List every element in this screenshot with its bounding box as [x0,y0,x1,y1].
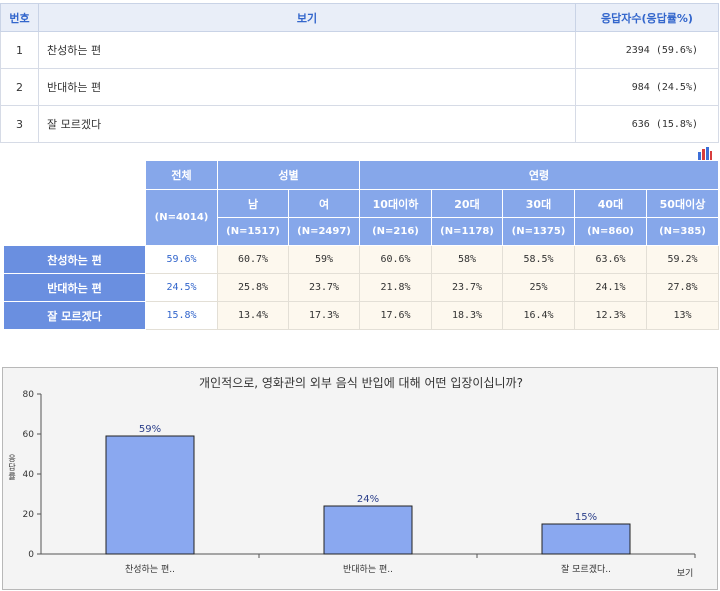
col-label: 남 [217,189,289,218]
cell: 27.8% [646,273,719,302]
row-count: 2394 (59.6%) [575,31,719,69]
row-total: 15.8% [145,301,218,330]
bar-value-label: 24% [357,494,379,505]
row-label: 잘 모르겠다 [3,301,146,330]
col-n: (N=1517) [217,217,289,246]
age-header: 연령 [359,160,719,190]
y-tick-label: 60 [23,430,35,440]
header-count: 응답자수(응답률%) [575,3,719,32]
cell: 59% [288,245,360,274]
cell: 23.7% [288,273,360,302]
cell: 58% [431,245,503,274]
row-total: 59.6% [145,245,218,274]
row-total: 24.5% [145,273,218,302]
y-tick-label: 20 [23,510,35,520]
row-count: 984 (24.5%) [575,68,719,106]
breakdown-table: 전체 성별 연령 (N=4014) 남 여 10대이하 20대 30대 40대 … [3,160,719,330]
cell: 25% [502,273,575,302]
table-row: 3 잘 모르겠다 636 (15.8%) [0,105,719,143]
col-n: (N=1375) [502,217,575,246]
cell: 16.4% [502,301,575,330]
total-header: 전체 [145,160,218,190]
row-number: 1 [0,31,39,69]
cell: 17.6% [359,301,432,330]
col-n: (N=385) [646,217,719,246]
bar [105,435,195,555]
col-n: (N=860) [574,217,647,246]
bar [541,523,631,555]
table-row: 2 반대하는 편 984 (24.5%) [0,68,719,106]
col-label: 40대 [574,189,647,218]
bar [323,505,413,555]
cell: 58.5% [502,245,575,274]
cell: 24.1% [574,273,647,302]
cell: 25.8% [217,273,289,302]
row-option: 찬성하는 편 [38,31,576,69]
x-axis-label: 보기 [677,568,694,579]
cell: 13.4% [217,301,289,330]
y-tick-label: 40 [23,470,35,480]
col-label: 20대 [431,189,503,218]
chart-canvas: 0 20 40 60 80 59% 찬성하는 편.. 24% 반대하는 편.. 15% 잘 모르겠다… [23,390,696,579]
cell: 60.7% [217,245,289,274]
cell: 60.6% [359,245,432,274]
row-option: 반대하는 편 [38,68,576,106]
row-number: 2 [0,68,39,106]
y-tick-label: 80 [23,390,35,400]
cell: 18.3% [431,301,503,330]
cell: 13% [646,301,719,330]
row-label: 찬성하는 편 [3,245,146,274]
cell: 63.6% [574,245,647,274]
table-row: 찬성하는 편 59.6% 60.7% 59% 60.6% 58% 58.5% 6… [3,245,719,274]
row-option: 잘 모르겠다 [38,105,576,143]
total-n: (N=4014) [145,189,218,246]
cell: 12.3% [574,301,647,330]
cell: 21.8% [359,273,432,302]
row-number: 3 [0,105,39,143]
row-label: 반대하는 편 [3,273,146,302]
header-option: 보기 [38,3,576,32]
row-count: 636 (15.8%) [575,105,719,143]
x-tick-label: 반대하는 편.. [343,563,393,575]
chart-title: 개인적으로, 영화관의 외부 음식 반입에 대해 어떤 입장이십니까? [199,376,523,390]
col-n: (N=2497) [288,217,360,246]
cell: 59.2% [646,245,719,274]
col-label: 30대 [502,189,575,218]
col-label: 50대이상 [646,189,719,218]
x-tick-label: 잘 모르겠다.. [561,563,611,575]
cell: 17.3% [288,301,360,330]
table-row: 1 찬성하는 편 2394 (59.6%) [0,31,719,69]
header-number: 번호 [0,3,39,32]
table-row: 잘 모르겠다 15.8% 13.4% 17.3% 17.6% 18.3% 16.… [3,301,719,330]
gender-header: 성별 [217,160,360,190]
bar-chart-icon[interactable] [697,146,713,160]
x-tick-label: 찬성하는 편.. [125,563,175,575]
answers-header-row: 번호 보기 응답자수(응답률%) [0,3,719,32]
bar-value-label: 59% [139,424,161,435]
col-n: (N=216) [359,217,432,246]
table-row: 반대하는 편 24.5% 25.8% 23.7% 21.8% 23.7% 25%… [3,273,719,302]
col-label: 여 [288,189,360,218]
breakdown-corner [3,160,146,246]
cell: 23.7% [431,273,503,302]
bar-value-label: 15% [575,512,597,523]
col-n: (N=1178) [431,217,503,246]
y-tick-label: 0 [28,550,34,560]
col-label: 10대이하 [359,189,432,218]
answers-table: 번호 보기 응답자수(응답률%) 1 찬성하는 편 2394 (59.6%) 2… [0,3,719,143]
